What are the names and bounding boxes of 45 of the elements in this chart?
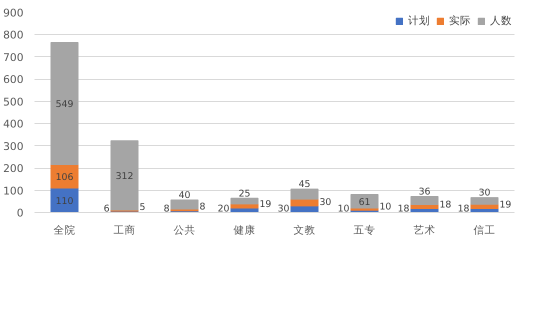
legend-label: 实际 xyxy=(449,14,471,28)
data-label: 40 xyxy=(178,190,190,202)
data-label: 18 xyxy=(398,204,410,214)
y-tick-label: 400 xyxy=(3,118,24,131)
data-label: 30 xyxy=(278,204,290,214)
y-tick-label: 800 xyxy=(3,28,24,42)
data-label: 8 xyxy=(200,202,206,213)
data-label: 61 xyxy=(358,196,370,208)
data-label: 45 xyxy=(298,179,310,190)
data-label: 549 xyxy=(56,99,74,110)
x-tick-label: 信工 xyxy=(474,224,496,236)
data-label: 18 xyxy=(458,204,470,214)
y-tick-label: 0 xyxy=(16,206,24,220)
x-tick-label: 公共 xyxy=(174,224,196,236)
legend-label: 计划 xyxy=(408,14,430,28)
x-tick-label: 五专 xyxy=(354,224,376,236)
y-tick-label: 300 xyxy=(3,140,24,153)
data-label: 10 xyxy=(338,204,350,214)
data-label: 30 xyxy=(478,188,490,199)
data-label: 30 xyxy=(320,196,332,208)
data-label: 20 xyxy=(218,204,230,214)
x-tick-label: 文教 xyxy=(294,224,316,236)
y-tick-label: 200 xyxy=(3,162,24,176)
data-label: 36 xyxy=(418,186,430,198)
data-label: 6 xyxy=(104,204,110,214)
y-tick-label: 700 xyxy=(3,50,24,64)
data-label: 312 xyxy=(116,170,134,182)
data-label: 25 xyxy=(238,188,250,200)
legend-label: 人数 xyxy=(490,14,512,28)
y-tick-label: 900 xyxy=(3,6,24,20)
data-label: 110 xyxy=(56,196,74,207)
data-label: 8 xyxy=(164,204,170,214)
data-label: 19 xyxy=(260,199,272,210)
y-tick-label: 100 xyxy=(3,184,24,198)
data-label: 106 xyxy=(56,172,74,183)
x-tick-label: 健康 xyxy=(234,224,256,236)
data-label: 18 xyxy=(440,200,452,210)
x-tick-label: 艺术 xyxy=(414,224,436,236)
y-tick-label: 500 xyxy=(3,95,24,108)
data-label: 10 xyxy=(380,201,392,212)
y-tick-label: 600 xyxy=(3,73,24,86)
x-tick-label: 工商 xyxy=(114,224,136,236)
data-label: 19 xyxy=(500,200,512,210)
data-label: 5 xyxy=(140,202,146,214)
x-tick-label: 全院 xyxy=(54,224,76,236)
